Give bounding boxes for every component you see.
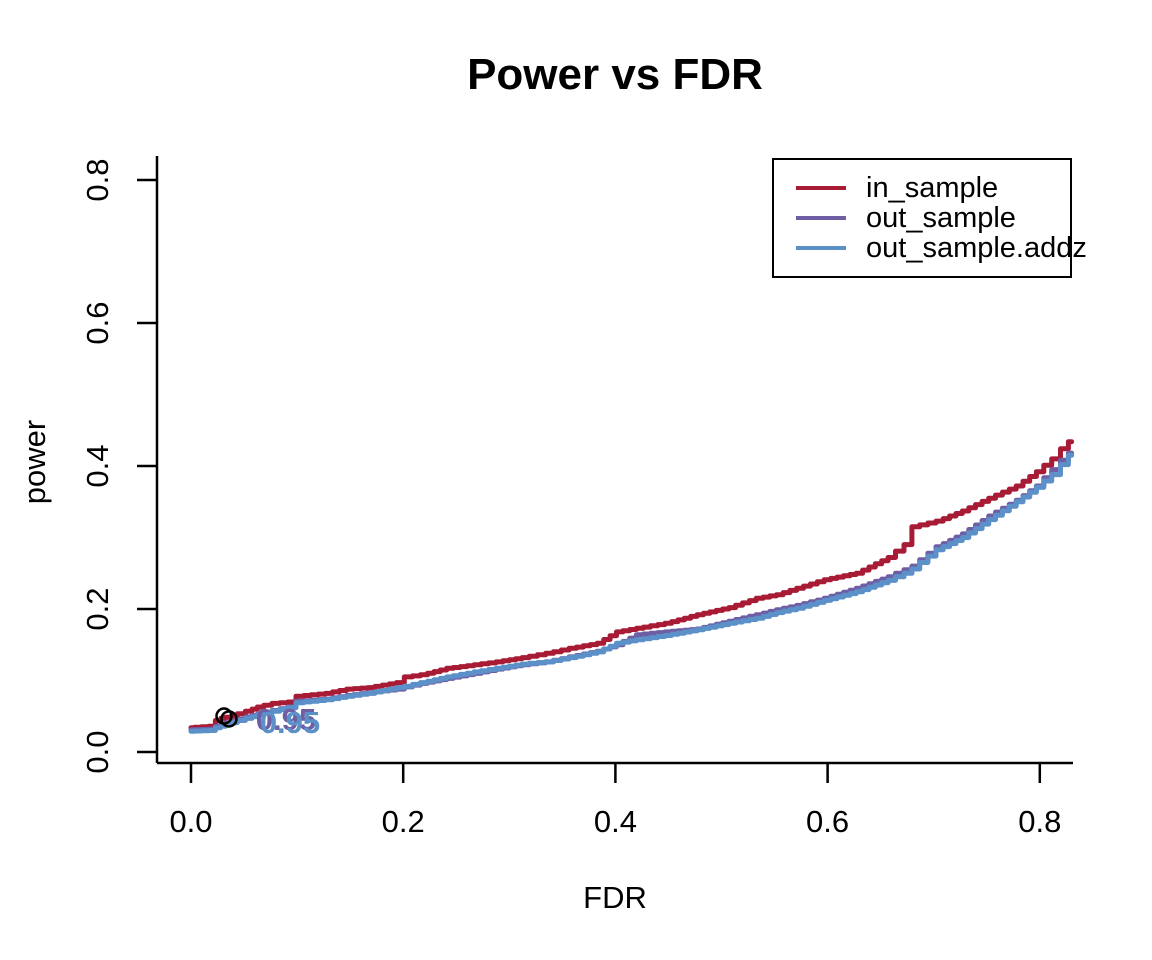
legend-label: out_sample: [866, 201, 1016, 234]
legend-line-swatch: [796, 216, 846, 220]
x-tick-label: 0.2: [382, 804, 425, 839]
y-tick-label: 0.0: [80, 730, 115, 773]
legend-label: in_sample: [866, 171, 999, 204]
y-tick-label: 0.6: [80, 301, 115, 344]
legend-entry-in-sample: in_sample: [774, 171, 1070, 204]
y-tick-label: 0.8: [80, 158, 115, 201]
legend-entry-out-sample-addz: out_sample.addz: [774, 232, 1087, 264]
series-line-out-sample-addz: [188, 452, 1075, 734]
x-axis-label: FDR: [583, 880, 647, 915]
y-tick-label: 0.2: [80, 587, 115, 630]
legend-entry-out-sample: out_sample: [774, 201, 1070, 234]
x-tick-label: 0.4: [594, 804, 637, 839]
threshold-circle: [220, 710, 238, 728]
y-tick-label: 0.4: [80, 444, 115, 487]
x-tick-label: 0.6: [806, 804, 849, 839]
series-line-in-sample: [188, 439, 1075, 731]
legend-line-swatch: [796, 186, 846, 190]
legend-label: out_sample.addz: [866, 231, 1087, 264]
legend: in_sample out_sample out_sample.addz: [772, 158, 1087, 278]
legend-line-swatch: [796, 246, 846, 250]
x-tick-label: 0.8: [1018, 804, 1061, 839]
x-tick-label: 0.0: [169, 804, 212, 839]
y-axis-label: power: [17, 419, 52, 505]
threshold-label: 0.95: [260, 705, 320, 740]
series-line-out-sample: [188, 450, 1075, 733]
threshold-label: 0.95: [256, 702, 316, 737]
chart-title: Power vs FDR: [467, 50, 763, 99]
